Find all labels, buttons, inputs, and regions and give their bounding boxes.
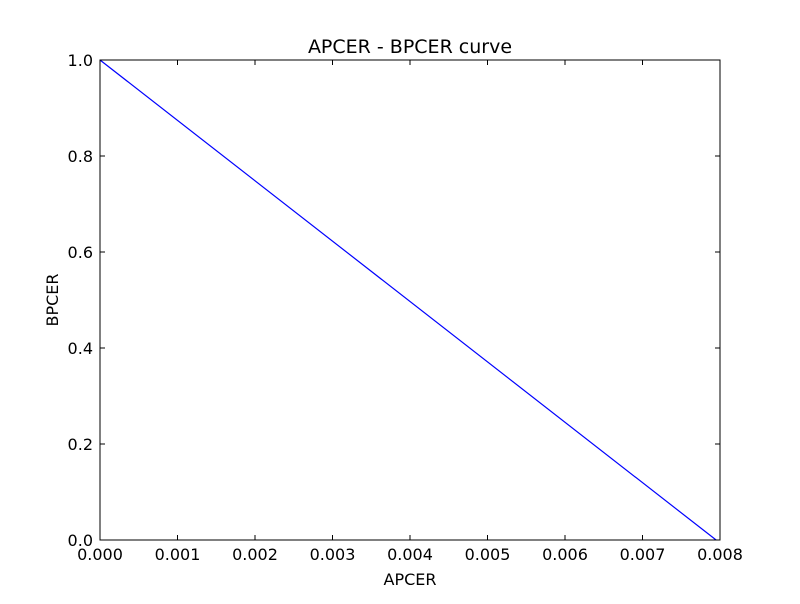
y-tick-label-4: 0.8: [68, 147, 93, 166]
series-layer: [99, 59, 717, 541]
y-tick-label-0: 0.0: [68, 531, 93, 550]
y-tick-label-3: 0.6: [68, 243, 93, 262]
x-tick-label-6: 0.006: [542, 545, 588, 564]
x-axis-ticks: 0.000 0.001 0.002 0.003 0.004 0.005 0.006 0.007…: [77, 60, 743, 564]
x-tick-label-2: 0.002: [232, 545, 278, 564]
x-tick-label-4: 0.004: [387, 545, 433, 564]
x-tick-label-8: 0.008: [697, 545, 743, 564]
y-tick-label-2: 0.4: [68, 339, 93, 358]
series-line-0: [99, 59, 717, 541]
y-tick-label-1: 0.2: [68, 435, 93, 454]
chart-title: APCER - BPCER curve: [308, 36, 512, 58]
x-tick-label-0: 0.000: [77, 545, 123, 564]
y-axis-ticks: 0.0 0.2 0.4 0.6 0.8 1.0: [68, 51, 720, 550]
y-tick-label-5: 1.0: [68, 51, 93, 70]
x-axis-label: APCER: [384, 570, 437, 589]
x-tick-label-3: 0.003: [310, 545, 356, 564]
x-tick-label-1: 0.001: [155, 545, 201, 564]
y-axis-label: BPCER: [43, 273, 62, 326]
x-tick-label-7: 0.007: [620, 545, 666, 564]
x-tick-label-5: 0.005: [465, 545, 511, 564]
